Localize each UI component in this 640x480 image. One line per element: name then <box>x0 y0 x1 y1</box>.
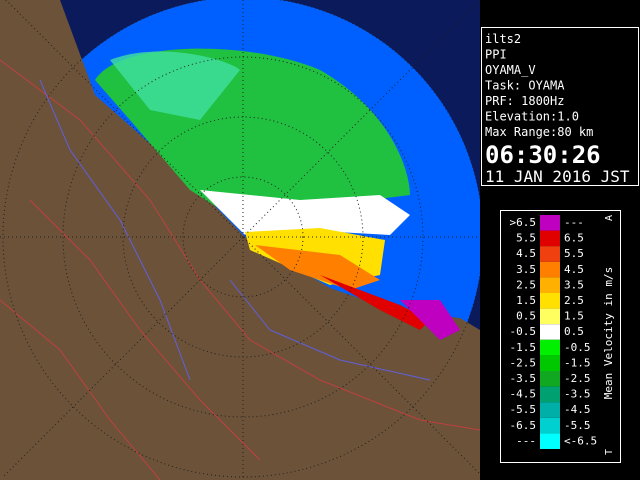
legend-lower: 1.5 <box>516 294 536 307</box>
color-swatch <box>540 246 560 262</box>
echo-magenta <box>400 300 460 340</box>
range-rings <box>0 0 480 480</box>
legend-upper: -3.5 <box>564 388 591 401</box>
legend-upper: -0.5 <box>564 341 591 354</box>
legend-lower: -3.5 <box>510 372 537 385</box>
echo-orange <box>255 245 380 290</box>
legend-upper: 0.5 <box>564 325 584 338</box>
legend-box <box>500 210 621 463</box>
echo-cyan <box>110 51 240 121</box>
info-line: Elevation:1.0 <box>485 110 579 124</box>
color-swatch <box>540 277 560 293</box>
legend-lower: -5.5 <box>510 403 537 416</box>
legend-upper: 4.5 <box>564 263 584 276</box>
color-swatch <box>540 230 560 247</box>
legend-upper: 5.5 <box>564 247 584 260</box>
color-swatch <box>540 371 560 387</box>
rivers <box>39 79 431 381</box>
rivers-boundaries <box>0 59 480 480</box>
color-swatch <box>540 308 560 325</box>
color-swatch <box>540 324 560 340</box>
legend-lower: -0.5 <box>510 325 537 338</box>
legend-lower: >6.5 <box>510 216 537 229</box>
info-line: Task: OYAMA <box>485 79 565 93</box>
legend-upper: 3.5 <box>564 278 584 291</box>
color-swatch <box>540 339 560 356</box>
color-swatch <box>540 215 560 231</box>
info-line: ilts2 <box>485 32 521 46</box>
legend-lower: -4.5 <box>510 388 537 401</box>
echo-white <box>200 190 410 235</box>
color-swatch <box>540 261 560 278</box>
terrain <box>0 0 480 480</box>
info-line: OYAMA_V <box>485 63 536 77</box>
color-swatch <box>540 355 560 371</box>
legend-lower: 4.5 <box>516 247 536 260</box>
color-swatch <box>540 386 560 403</box>
legend-upper: -2.5 <box>564 372 591 385</box>
legend-upper: <-6.5 <box>564 434 597 447</box>
legend-upper: 6.5 <box>564 232 584 245</box>
info-box <box>481 27 639 186</box>
legend-lower: 2.5 <box>516 278 536 291</box>
legend-lower: --- <box>516 434 536 447</box>
time: 06:30:26 <box>485 141 601 169</box>
ppi-map <box>0 0 480 480</box>
legend-bottom-mark: T <box>604 449 615 455</box>
legend-upper: -1.5 <box>564 356 591 369</box>
date: 11 JAN 2016 JST <box>485 167 630 186</box>
legend-upper: --- <box>564 216 584 229</box>
legend-upper: 1.5 <box>564 310 584 323</box>
legend-upper: -4.5 <box>564 403 591 416</box>
echo-red <box>320 275 430 330</box>
legend-lower: 5.5 <box>516 232 536 245</box>
info-line: PPI <box>485 48 507 62</box>
info-line: Max Range:80 km <box>485 125 593 139</box>
legend-title: Mean Velocity in m/s <box>602 267 615 399</box>
legend-lower: -1.5 <box>510 341 537 354</box>
legend-upper: -5.5 <box>564 419 591 432</box>
color-swatch <box>540 433 560 449</box>
legend-lower: -2.5 <box>510 356 537 369</box>
color-swatch <box>540 293 560 309</box>
legend-lower: 0.5 <box>516 310 536 323</box>
color-swatch <box>540 417 560 434</box>
info-line: PRF: 1800Hz <box>485 94 564 108</box>
legend-top-mark: A <box>604 215 615 221</box>
legend-lower: -6.5 <box>510 419 537 432</box>
legend-upper: 2.5 <box>564 294 584 307</box>
legend-lower: 3.5 <box>516 263 536 276</box>
legend: >6.5 --- 5.5 6.5 4.5 5.5 3.5 4.5 2.5 3.5 1.5 2.5 0.5… <box>510 215 616 455</box>
color-swatch <box>540 402 560 418</box>
